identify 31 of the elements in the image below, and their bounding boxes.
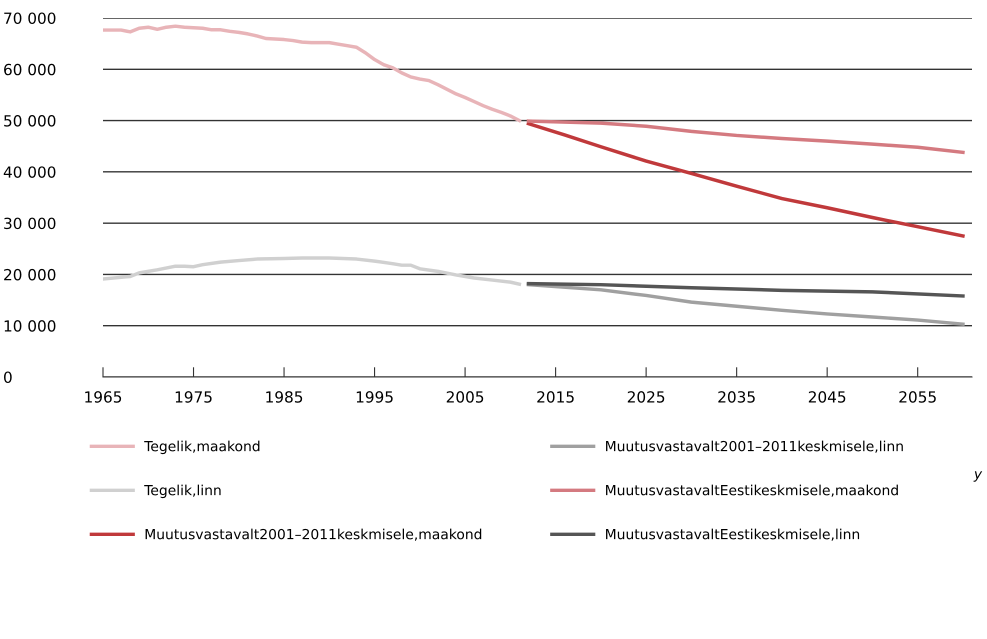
x-tick-label: 2015 (537, 391, 574, 403)
legend-label: MuutusvastavaltEestikeskmisele,maakond (606, 484, 898, 497)
x-tick-label: 2025 (628, 391, 664, 403)
legend-label: Tegelik,linn (144, 484, 221, 498)
x-tick-label: 1995 (356, 391, 393, 403)
line-series (103, 24, 522, 122)
x-tick-label: 1975 (176, 391, 212, 403)
x-tick-label: 2035 (718, 391, 755, 403)
legend-label: MuutusvastavaltEestikeskmisele,linn (606, 528, 860, 541)
line-series (526, 282, 965, 326)
text: y (974, 471, 982, 482)
y-tick-label: 0 (4, 371, 12, 384)
y-tick-label: 50 000 (4, 115, 56, 127)
line-series (526, 282, 965, 298)
legend-label: Muutusvastavalt2001–2011keskmisele,maakond (146, 528, 482, 541)
line-series (103, 256, 522, 286)
x-tick-label: 2055 (899, 391, 936, 403)
y-tick-label: 70 000 (4, 12, 56, 24)
line-series (526, 122, 965, 238)
y-tick-label: 10 000 (4, 320, 56, 332)
x-tick-label: 1965 (85, 391, 122, 403)
line-series (526, 119, 965, 154)
y-tick-label: 30 000 (4, 218, 56, 230)
y-tick-label: 60 000 (4, 64, 56, 76)
y-tick-label: 20 000 (4, 268, 56, 280)
x-tick-label: 2045 (808, 391, 846, 403)
x-tick-label: 1985 (266, 391, 302, 403)
legend-label: Muutusvastavalt2001–2011keskmisele,linn (606, 440, 903, 453)
x-tick-label: 2005 (446, 391, 484, 403)
legend-label: Tegelik,maakond (144, 440, 260, 454)
y-tick-label: 40 000 (4, 166, 56, 178)
